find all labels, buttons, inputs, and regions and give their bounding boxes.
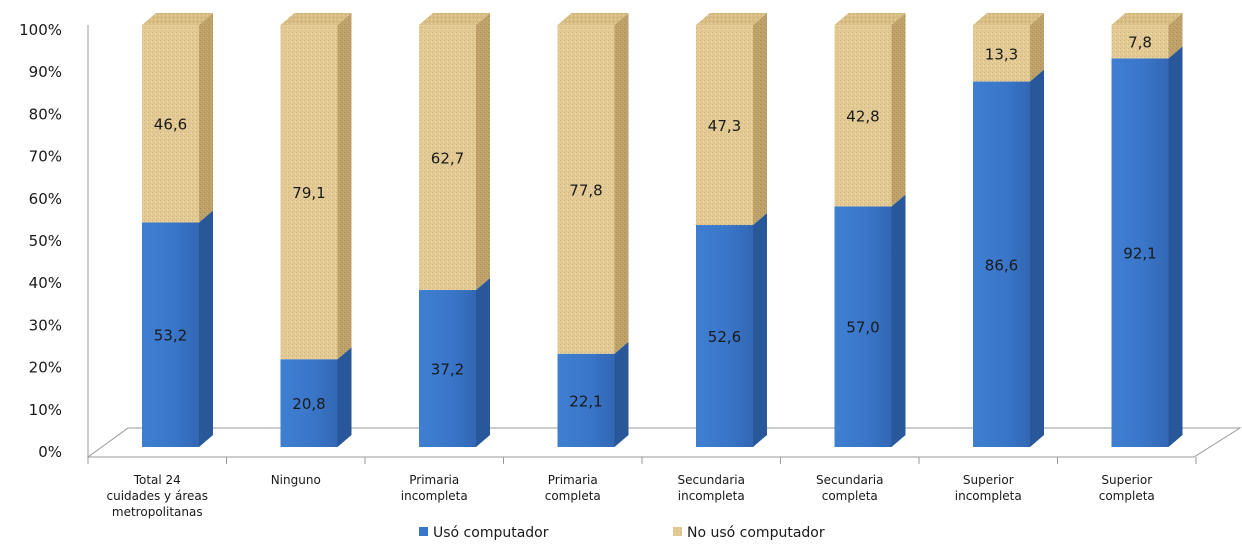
y-tick-label: 20% (29, 359, 62, 377)
x-category-label: Primaria completa (545, 473, 601, 503)
x-category-label-line: Primaria (409, 473, 459, 487)
bar-no-uso-computador-side (337, 13, 352, 360)
bar-no-uso-computador (557, 25, 615, 354)
bar-top-face (142, 13, 213, 25)
bar-uso-computador-side (337, 347, 352, 447)
x-category-label-line: completa (545, 489, 601, 503)
data-label-no-uso: 7,8 (1128, 34, 1152, 52)
y-tick-label: 100% (19, 21, 62, 39)
x-category-label-line: metropolitanas (112, 505, 203, 519)
x-category-label-line: Secundaria (816, 473, 883, 487)
data-label-no-uso: 42,8 (846, 108, 879, 126)
data-label-uso: 57,0 (846, 319, 879, 337)
bar-uso-computador (834, 206, 892, 447)
x-category-label: Secundaria incompleta (678, 473, 745, 503)
bar-top-face (834, 13, 906, 25)
x-category-label-line: Superior (963, 473, 1014, 487)
x-category-label: Superior completa (1099, 473, 1155, 503)
y-tick-label: 40% (29, 274, 62, 292)
x-category-label-line: incompleta (678, 489, 745, 503)
bar-no-uso-computador-side (891, 13, 906, 207)
bar-uso-computador-side (1030, 69, 1044, 447)
data-label-no-uso: 13,3 (985, 45, 1018, 63)
bar-top-face (557, 13, 629, 25)
bar-uso-computador-side (891, 194, 906, 447)
y-tick-label: 60% (29, 190, 62, 208)
x-category-label-line: incompleta (955, 489, 1022, 503)
data-label-no-uso: 62,7 (431, 150, 464, 168)
legend-label: Usó computador (433, 525, 549, 541)
legend-swatch (673, 527, 682, 536)
x-category-label-line: completa (822, 489, 878, 503)
data-label-uso: 20,8 (292, 395, 325, 413)
bar-no-uso-computador (419, 25, 476, 291)
data-label-uso: 52,6 (708, 328, 741, 346)
x-category-label-line: Primaria (548, 473, 598, 487)
bar-uso-computador (142, 222, 199, 447)
bar-no-uso-computador (696, 25, 753, 226)
bar-no-uso-computador-side (1168, 13, 1183, 59)
bar-no-uso-computador-side (199, 13, 213, 223)
bar-top-face (419, 13, 490, 25)
x-category-label: Total 24 cuidades y áreas metropolitanas (106, 473, 208, 519)
y-tick-label: 0% (38, 443, 62, 461)
x-category-label-line: completa (1099, 489, 1155, 503)
y-tick-label: 30% (29, 316, 62, 334)
bar-top-face (280, 13, 352, 25)
bar-no-uso-computador (973, 25, 1030, 82)
bar-uso-computador (419, 290, 476, 447)
x-category-label-line: Ninguno (271, 473, 321, 487)
bar-no-uso-computador (834, 25, 892, 207)
x-category-label: Primaria incompleta (401, 473, 468, 503)
x-category-label: Secundaria completa (816, 473, 883, 503)
bar-uso-computador-side (614, 341, 629, 447)
bar-uso-computador-side (753, 213, 767, 447)
bar-uso-computador (973, 81, 1030, 447)
bar-top-face (696, 13, 767, 25)
y-tick-label: 90% (29, 63, 62, 81)
y-tick-label: 50% (29, 232, 62, 250)
y-tick-label: 70% (29, 148, 62, 166)
data-label-no-uso: 47,3 (708, 117, 741, 135)
x-category-label: Ninguno (271, 473, 321, 487)
data-label-uso: 22,1 (569, 392, 602, 410)
chart-floor (86, 427, 1242, 458)
data-label-uso: 92,1 (1123, 245, 1156, 263)
bar-uso-computador-side (199, 210, 213, 447)
x-category-label-line: incompleta (401, 489, 468, 503)
bar-uso-computador-side (476, 278, 490, 447)
bar-uso-computador (696, 225, 753, 447)
bar-top-face (973, 13, 1044, 25)
bar-top-face (1111, 13, 1183, 25)
bar-no-uso-computador-side (476, 13, 490, 291)
bar-no-uso-computador (142, 25, 199, 223)
data-label-no-uso: 46,6 (154, 116, 187, 134)
x-category-label-line: cuidades y áreas (106, 489, 208, 503)
bar-uso-computador (280, 359, 338, 447)
data-label-uso: 86,6 (985, 256, 1018, 274)
y-tick-label: 10% (29, 401, 62, 419)
x-category-label-line: Total 24 (133, 473, 181, 487)
bar-uso-computador-side (1168, 46, 1183, 447)
data-label-no-uso: 77,8 (569, 181, 602, 199)
legend-swatch (419, 527, 428, 536)
data-label-no-uso: 79,1 (292, 184, 325, 202)
y-tick-label: 80% (29, 105, 62, 123)
bar-no-uso-computador (280, 25, 338, 360)
bar-no-uso-computador-side (614, 13, 629, 354)
data-label-uso: 37,2 (431, 361, 464, 379)
legend-label: No usó computador (687, 525, 825, 541)
bar-uso-computador (557, 353, 615, 447)
x-category-label-line: Secundaria (678, 473, 745, 487)
bar-no-uso-computador-side (753, 13, 767, 226)
x-category-label-line: Superior (1101, 473, 1152, 487)
x-category-label: Superior incompleta (955, 473, 1022, 503)
data-label-uso: 53,2 (154, 327, 187, 345)
bar-no-uso-computador (1111, 25, 1169, 59)
bar-uso-computador (1111, 58, 1169, 447)
bar-no-uso-computador-side (1030, 13, 1044, 82)
